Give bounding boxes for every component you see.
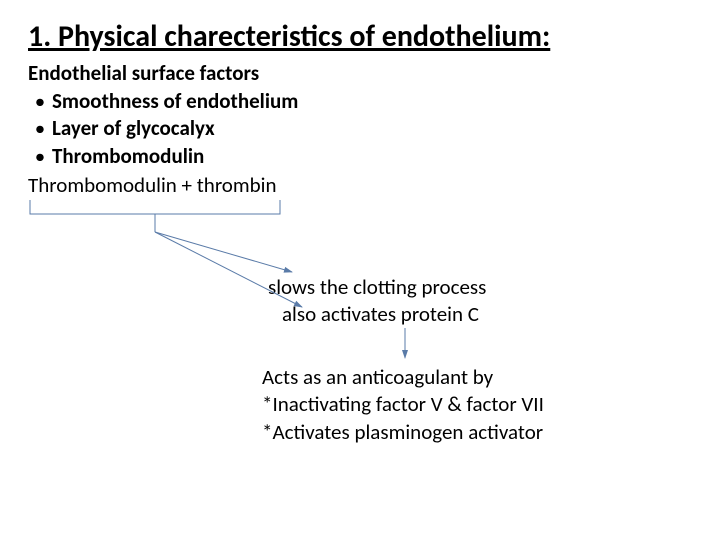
bullet-item: • Thrombomodulin xyxy=(28,143,298,170)
slide-heading: 1. Physical charecteristics of endotheli… xyxy=(28,18,550,55)
acts-line: *Activates plasminogen activator xyxy=(262,419,544,446)
slows-line: also activates protein C xyxy=(268,301,486,328)
combo-line: Thrombomodulin + thrombin xyxy=(28,172,277,198)
bullet-dot-icon: • xyxy=(28,115,52,142)
bullet-item: • Smoothness of endothelium xyxy=(28,88,298,115)
acts-block: Acts as an anticoagulant by *Inactivatin… xyxy=(262,364,544,446)
bullet-text: Smoothness of endothelium xyxy=(52,88,298,115)
bullet-item: • Layer of glycocalyx xyxy=(28,115,298,142)
acts-line: Acts as an anticoagulant by xyxy=(262,364,544,391)
bullet-list: • Smoothness of endothelium • Layer of g… xyxy=(28,88,298,170)
bullet-dot-icon: • xyxy=(28,143,52,170)
acts-line: *Inactivating factor V & factor VII xyxy=(262,391,544,418)
bullet-text: Thrombomodulin xyxy=(52,143,204,170)
subheading: Endothelial surface factors xyxy=(28,60,259,86)
slows-block: slows the clotting process also activate… xyxy=(268,274,486,329)
bullet-dot-icon: • xyxy=(28,88,52,115)
bullet-text: Layer of glycocalyx xyxy=(52,115,215,142)
slows-line: slows the clotting process xyxy=(268,274,486,301)
